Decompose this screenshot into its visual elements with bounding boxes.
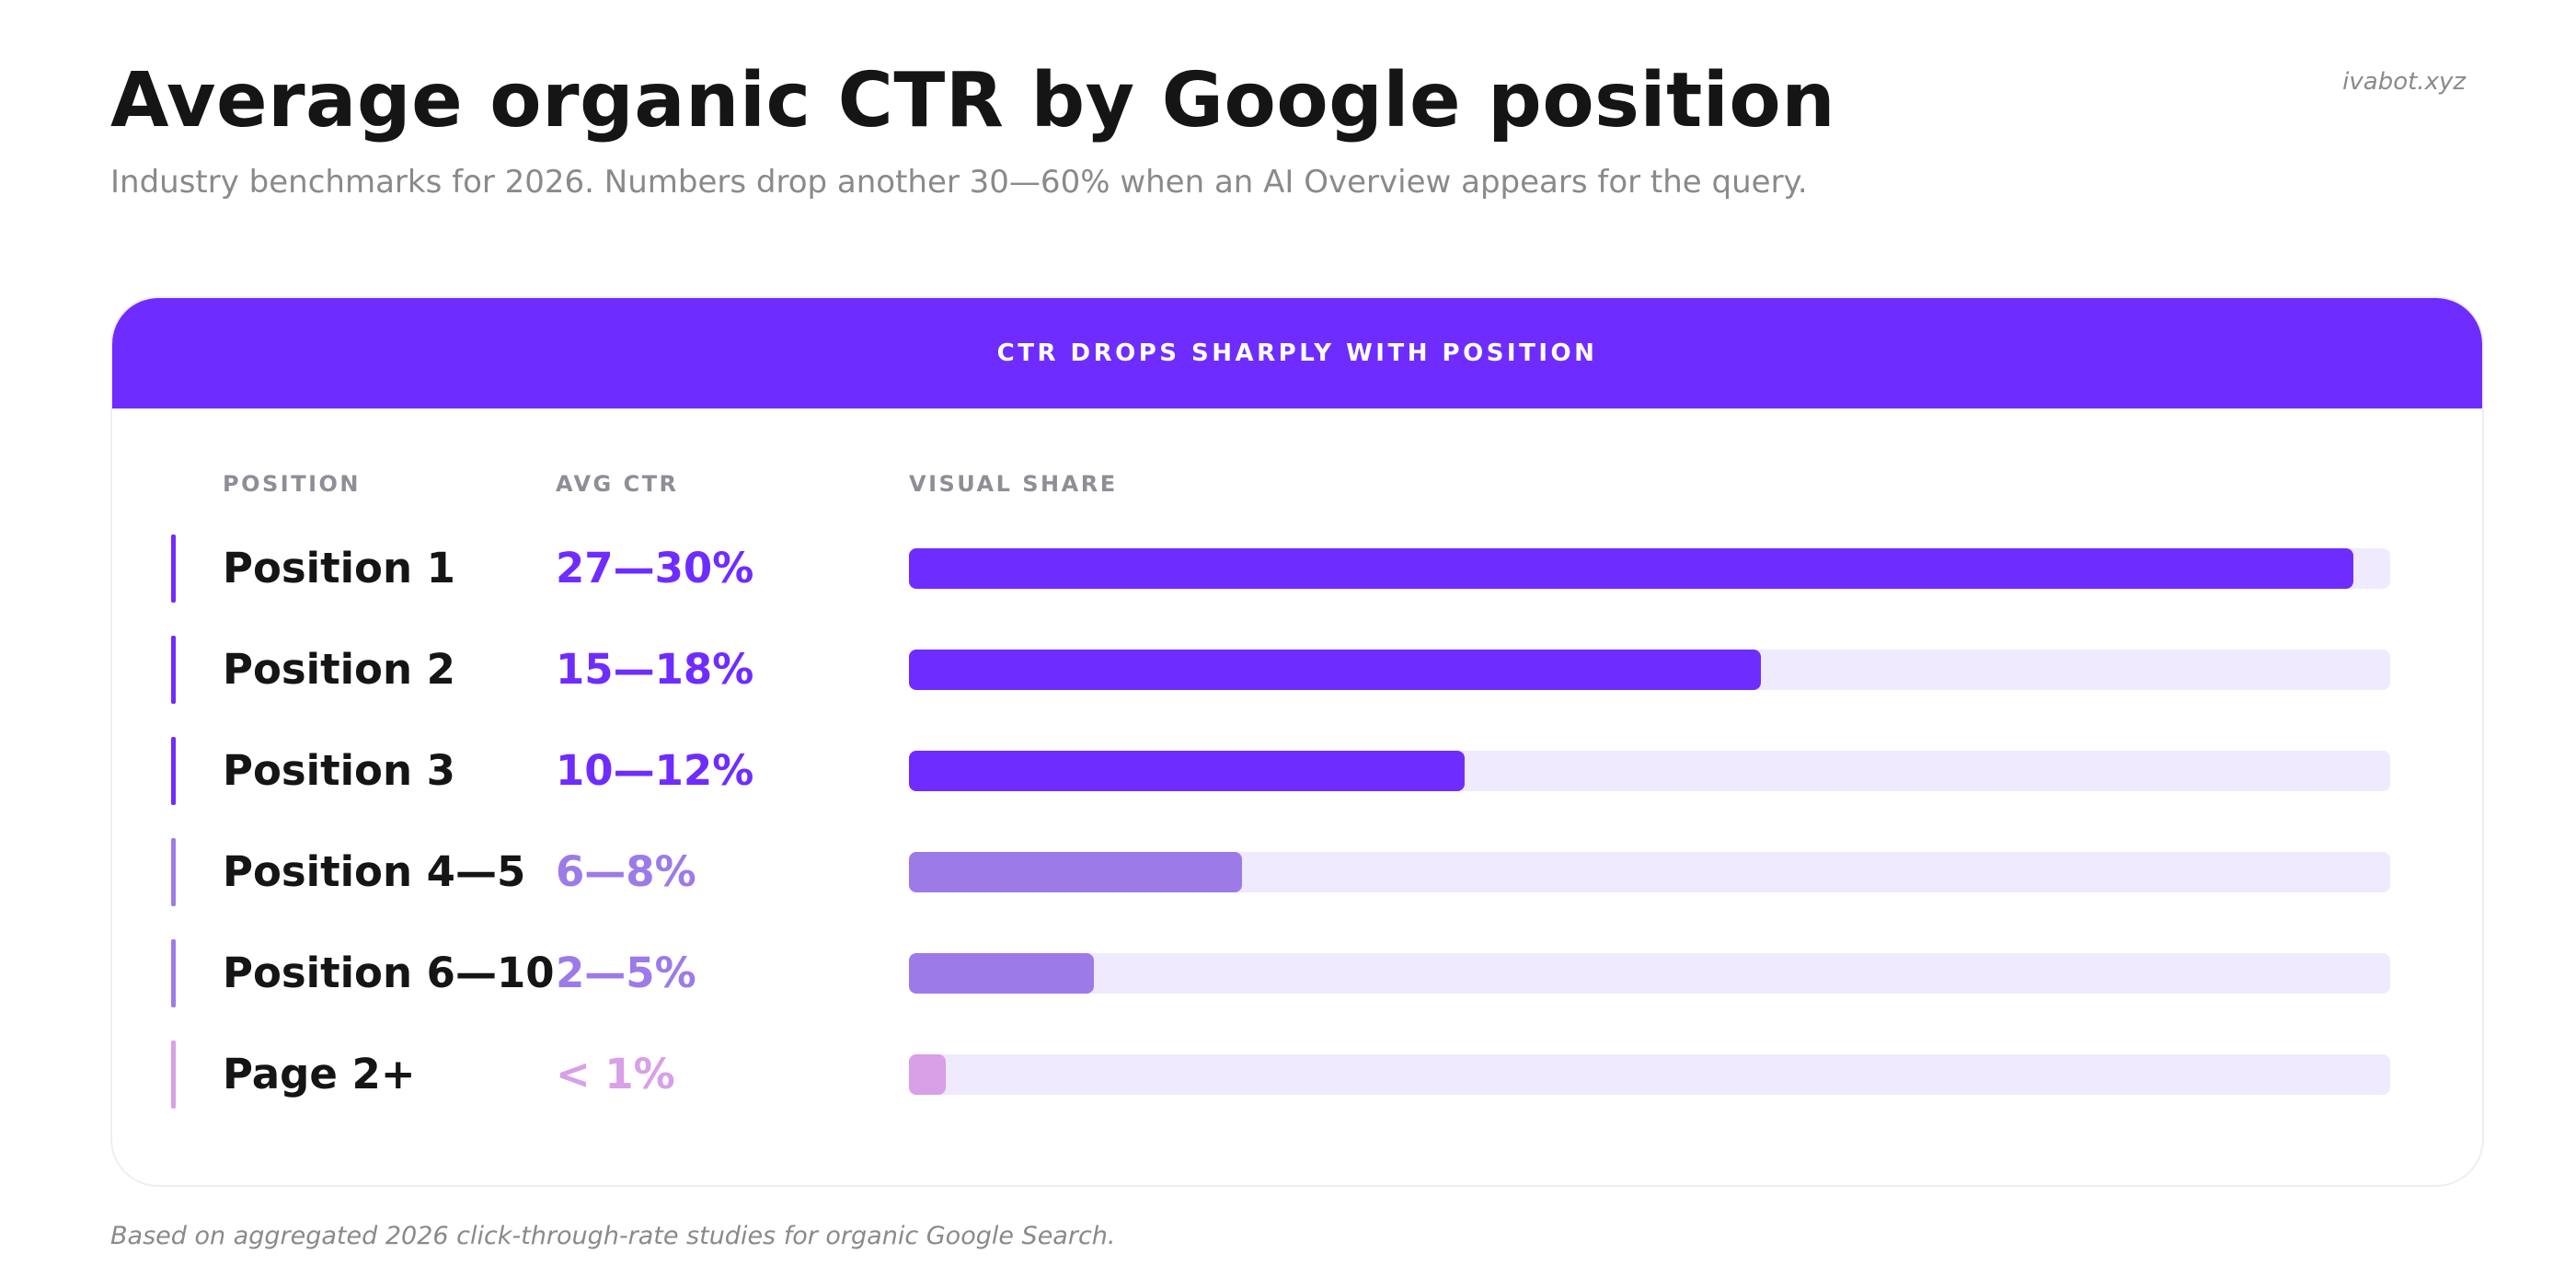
table-row: Position 3 10—12% xyxy=(112,737,2482,805)
ctr-value: 10—12% xyxy=(556,746,754,795)
position-label: Position 4—5 xyxy=(223,847,526,896)
share-bar xyxy=(909,953,1095,994)
share-bar-track xyxy=(909,548,2390,589)
brand-label: ivabot.xyz xyxy=(2342,68,2466,96)
card-banner-label: CTR DROPS SHARPLY WITH POSITION xyxy=(996,339,1598,367)
page-title: Average organic CTR by Google position xyxy=(110,57,1836,144)
share-bar xyxy=(909,548,2353,589)
ctr-value: < 1% xyxy=(556,1050,675,1098)
share-bar-track xyxy=(909,852,2390,892)
column-header-position: POSITION xyxy=(223,471,361,497)
share-bar xyxy=(909,650,1761,690)
table-row: Position 2 15—18% xyxy=(112,636,2482,704)
footnote: Based on aggregated 2026 click-through-r… xyxy=(110,1222,1116,1250)
page-subtitle: Industry benchmarks for 2026. Numbers dr… xyxy=(110,164,1808,201)
share-bar xyxy=(909,1054,947,1095)
ctr-chart-card: CTR DROPS SHARPLY WITH POSITION POSITION… xyxy=(110,296,2484,1187)
row-accent-bar xyxy=(171,1041,176,1109)
table-row: Position 6—10 2—5% xyxy=(112,939,2482,1007)
share-bar-track xyxy=(909,751,2390,791)
row-accent-bar xyxy=(171,939,176,1007)
position-label: Page 2+ xyxy=(223,1050,416,1098)
position-label: Position 2 xyxy=(223,645,455,694)
position-label: Position 1 xyxy=(223,544,455,592)
row-accent-bar xyxy=(171,737,176,805)
share-bar xyxy=(909,852,1243,892)
ctr-value: 2—5% xyxy=(556,949,696,997)
table-row: Position 4—5 6—8% xyxy=(112,838,2482,906)
position-label: Position 6—10 xyxy=(223,949,555,997)
table-row: Position 1 27—30% xyxy=(112,535,2482,603)
table-row: Page 2+ < 1% xyxy=(112,1041,2482,1109)
row-accent-bar xyxy=(171,535,176,603)
row-accent-bar xyxy=(171,636,176,704)
share-bar-track xyxy=(909,953,2390,994)
ctr-value: 6—8% xyxy=(556,847,696,896)
share-bar-track xyxy=(909,1054,2390,1095)
position-label: Position 3 xyxy=(223,746,455,795)
row-accent-bar xyxy=(171,838,176,906)
column-header-ctr: AVG CTR xyxy=(556,471,679,497)
ctr-value: 15—18% xyxy=(556,645,754,694)
share-bar-track xyxy=(909,650,2390,690)
card-banner: CTR DROPS SHARPLY WITH POSITION xyxy=(112,298,2482,408)
column-header-share: VISUAL SHARE xyxy=(909,471,1118,497)
ctr-value: 27—30% xyxy=(556,544,754,592)
share-bar xyxy=(909,751,1465,791)
